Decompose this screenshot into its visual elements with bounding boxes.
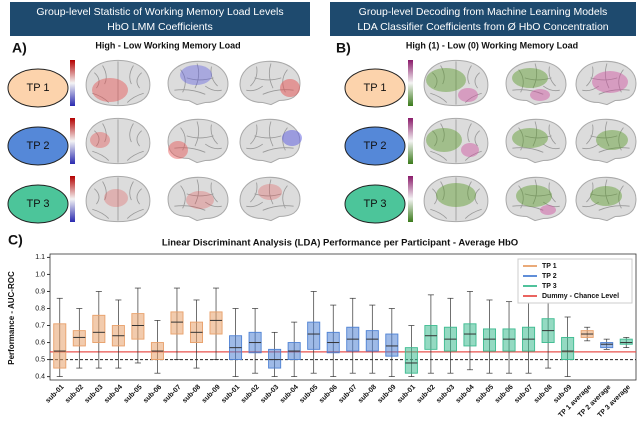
header-text: Group-level Statistic of Working Memory …	[36, 6, 283, 18]
x-tick-label: sub-04	[455, 384, 476, 405]
legend-label: TP 3	[542, 283, 557, 290]
box	[562, 337, 574, 359]
panel-subtitle: High (1) - Low (0) Working Memory Load	[406, 40, 578, 50]
y-tick-label: 0.9	[35, 288, 45, 295]
y-tick-label: 0.7	[35, 322, 45, 329]
x-tick-label: sub-08	[533, 384, 554, 405]
box	[601, 343, 613, 348]
box	[386, 334, 398, 356]
box	[93, 315, 105, 342]
x-tick-label: sub-03	[259, 384, 280, 405]
legend-label: Dummy - Chance Level	[542, 293, 619, 300]
tp-label: TP 1	[26, 82, 49, 94]
y-tick-label: 0.8	[35, 305, 45, 312]
colorbar	[70, 118, 75, 164]
tp-label: TP 2	[26, 140, 49, 152]
x-tick-label: sub-09	[377, 384, 398, 405]
x-tick-label: sub-05	[299, 384, 320, 405]
figure: Group-level Statistic of Working Memory …	[0, 0, 644, 424]
x-tick-label: sub-04	[279, 384, 300, 405]
box	[132, 314, 144, 340]
x-tick-label: sub-03	[84, 384, 105, 405]
box	[405, 348, 417, 374]
header-text: HbO LMM Coefficients	[107, 21, 212, 33]
tp-label: TP 3	[363, 198, 386, 210]
x-tick-label: sub-07	[338, 384, 359, 405]
x-tick-label: sub-05	[474, 384, 495, 405]
x-tick-label: sub-09	[201, 384, 222, 405]
x-tick-label: sub-02	[240, 384, 261, 405]
x-tick-label: sub-08	[357, 384, 378, 405]
x-tick-label: sub-07	[513, 384, 534, 405]
chart-title: Linear Discriminant Analysis (LDA) Perfo…	[162, 238, 518, 249]
tp-label: TP 3	[26, 198, 49, 210]
box	[464, 324, 476, 346]
box	[54, 324, 66, 368]
x-tick-label: sub-02	[64, 384, 85, 405]
colorbar	[70, 176, 75, 222]
panel-label: B)	[336, 40, 351, 56]
x-tick-label: sub-02	[416, 384, 437, 405]
box	[620, 339, 632, 344]
y-tick-label: 0.4	[35, 373, 45, 380]
box	[366, 331, 378, 351]
box	[171, 312, 183, 334]
y-axis-label: Performance - AUC-ROC	[7, 271, 16, 365]
x-tick-label: sub-01	[220, 384, 241, 405]
x-tick-label: sub-07	[162, 384, 183, 405]
x-tick-label: sub-06	[494, 384, 515, 405]
panel-label: A)	[12, 40, 27, 56]
x-tick-label: sub-04	[103, 384, 124, 405]
colorbar	[70, 60, 75, 106]
y-tick-label: 1.1	[35, 254, 45, 261]
y-tick-label: 1.0	[35, 271, 45, 278]
box	[73, 331, 85, 346]
brain-maps-b	[408, 60, 636, 222]
y-tick-label: 0.6	[35, 339, 45, 346]
box	[308, 322, 320, 349]
x-tick-label: sub-06	[142, 384, 163, 405]
tp-label: TP 2	[363, 140, 386, 152]
plot-area: 0.40.50.60.70.80.91.01.1sub-01sub-02sub-…	[35, 254, 636, 419]
header-text: LDA Classifier Coefficients from Ø HbO C…	[357, 21, 608, 33]
panel-subtitle: High - Low Working Memory Load	[95, 40, 240, 50]
panel-label: C)	[8, 232, 23, 248]
box	[210, 312, 222, 334]
box	[503, 329, 515, 351]
x-tick-label: sub-03	[435, 384, 456, 405]
legend-label: TP 1	[542, 263, 557, 270]
x-tick-label: sub-01	[396, 384, 417, 405]
x-tick-label: sub-01	[45, 384, 66, 405]
box	[269, 349, 281, 368]
tp-label: TP 1	[363, 82, 386, 94]
y-tick-label: 0.5	[35, 356, 45, 363]
brain-maps-a	[70, 60, 302, 222]
box	[425, 326, 437, 350]
x-tick-label: sub-08	[181, 384, 202, 405]
header-text: Group-level Decoding from Machine Learni…	[359, 6, 608, 18]
x-tick-label: sub-06	[318, 384, 339, 405]
legend-label: TP 2	[542, 273, 557, 280]
box	[483, 329, 495, 351]
x-tick-label: sub-05	[123, 384, 144, 405]
